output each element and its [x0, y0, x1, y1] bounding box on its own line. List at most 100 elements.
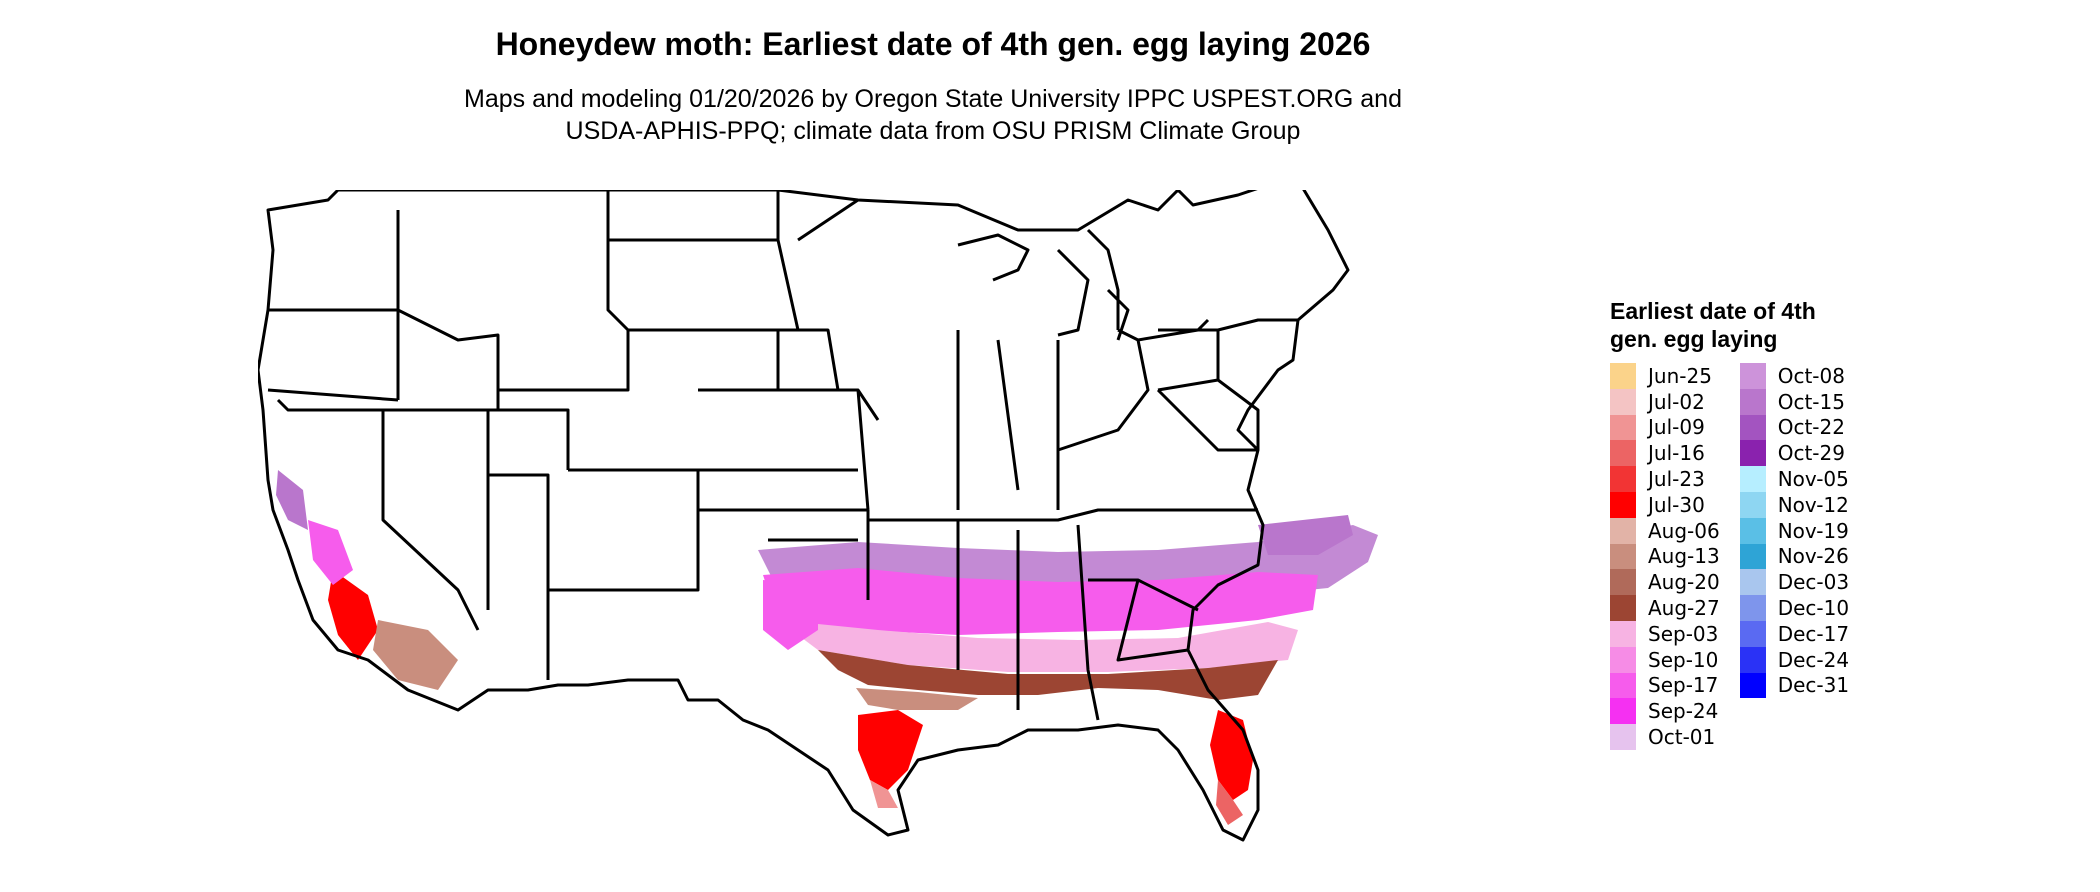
legend-swatch — [1610, 363, 1636, 389]
legend-label: Nov-05 — [1777, 467, 1849, 492]
legend-item: Jul-16 — [1610, 440, 1720, 467]
legend-swatch — [1739, 543, 1766, 570]
legend-label: Oct-01 — [1648, 725, 1716, 750]
legend-swatch — [1610, 724, 1636, 750]
legend-label: Jun-25 — [1648, 363, 1712, 388]
legend-label: Oct-08 — [1777, 363, 1845, 388]
legend-label: Sep-17 — [1648, 673, 1719, 698]
legend-swatch — [1610, 646, 1636, 673]
legend-item: Sep-24 — [1610, 698, 1720, 725]
subtitle-line-2: USDA-APHIS-PPQ; climate data from OSU PR… — [565, 117, 1301, 145]
legend-swatch — [1739, 388, 1766, 415]
legend-item: Jun-25 — [1610, 363, 1720, 389]
legend-item: Jul-23 — [1610, 466, 1720, 492]
zone-light-pink-band — [778, 620, 1298, 672]
legend-swatch — [1739, 466, 1766, 492]
zone-pink-band — [763, 568, 1318, 635]
legend-item: Dec-10 — [1739, 595, 1850, 621]
legend-item: Jul-30 — [1610, 491, 1720, 518]
zone-brown-band — [818, 650, 1278, 700]
legend-item: Dec-03 — [1739, 569, 1849, 596]
legend-label: Aug-20 — [1648, 570, 1720, 595]
state-lines-east — [868, 228, 1298, 721]
map-title: Honeydew moth: Earliest date of 4th gen.… — [495, 26, 1371, 62]
legend-label: Dec-31 — [1777, 673, 1850, 698]
legend-swatch — [1739, 440, 1766, 467]
legend-label: Dec-10 — [1777, 596, 1850, 621]
us-outline — [258, 190, 1350, 842]
legend-label: Oct-15 — [1777, 389, 1845, 414]
legend-swatch — [1610, 569, 1636, 596]
zone-arizona-brown — [373, 620, 458, 690]
legend-swatch — [1610, 491, 1636, 518]
legend-label: Jul-02 — [1648, 389, 1705, 414]
legend-label: Dec-17 — [1777, 621, 1850, 646]
legend-item: Nov-26 — [1739, 543, 1849, 570]
legend-swatch — [1610, 388, 1636, 415]
legend-label: Aug-06 — [1648, 518, 1720, 543]
legend-item: Nov-19 — [1739, 517, 1849, 544]
map-legend: Earliest date of 4th gen. egg laying Jun… — [1610, 297, 1849, 750]
legend-item: Jul-02 — [1610, 388, 1720, 415]
zone-layer — [276, 470, 1378, 825]
legend-item: Dec-17 — [1739, 620, 1850, 647]
legend-swatch — [1739, 646, 1766, 673]
legend-label: Dec-24 — [1777, 647, 1850, 672]
legend-item: Oct-29 — [1739, 440, 1849, 467]
legend-swatch — [1610, 672, 1636, 699]
legend-item: Oct-08 — [1739, 363, 1849, 389]
legend-label: Jul-30 — [1648, 492, 1705, 517]
legend-item: Aug-13 — [1610, 543, 1720, 570]
us-map-svg — [258, 190, 1378, 842]
state-outlines — [258, 190, 1350, 842]
legend-swatch — [1739, 620, 1766, 647]
legend-label: Sep-10 — [1648, 647, 1719, 672]
legend-item: Oct-15 — [1739, 388, 1849, 415]
legend-label: Jul-09 — [1648, 415, 1705, 440]
legend-swatch — [1739, 517, 1766, 544]
legend-swatch — [1739, 491, 1766, 518]
legend-item: Oct-22 — [1739, 414, 1849, 441]
legend-label: Jul-16 — [1648, 441, 1705, 466]
legend-label: Aug-27 — [1648, 596, 1720, 621]
legend-item: Aug-20 — [1610, 569, 1720, 596]
zone-florida-red — [1210, 710, 1253, 800]
legend-title: Earliest date of 4th gen. egg laying — [1610, 298, 1816, 352]
legend-swatch — [1610, 414, 1636, 441]
zone-carolina-fringe — [1258, 515, 1353, 555]
legend-label: Sep-03 — [1648, 621, 1719, 646]
legend-item: Dec-24 — [1739, 646, 1850, 673]
legend-label: Aug-13 — [1648, 544, 1720, 569]
zone-tan-band — [856, 688, 978, 710]
legend-swatch — [1739, 363, 1766, 389]
legend-item: Aug-06 — [1610, 517, 1720, 544]
legend-item: Sep-17 — [1610, 672, 1720, 699]
state-lines-west — [267, 190, 700, 680]
legend-swatch — [1610, 517, 1636, 544]
legend-columns: Jun-25 Jul-02 Jul-09 Jul-16 Jul-23 Jul-30 Aug-… — [1610, 363, 1849, 750]
map-subtitle: Maps and modeling 01/20/2026 by Oregon S… — [260, 83, 1606, 147]
legend-label: Nov-19 — [1777, 518, 1849, 543]
legend-swatch — [1610, 466, 1636, 492]
state-lines-central — [608, 190, 880, 600]
legend-item: Sep-03 — [1610, 620, 1720, 647]
zone-west-texas — [763, 580, 818, 650]
legend-label: Oct-22 — [1777, 415, 1845, 440]
legend-item: Nov-12 — [1739, 491, 1849, 518]
us-map — [258, 190, 1568, 890]
great-lakes — [957, 233, 1210, 342]
legend-label: Oct-29 — [1777, 441, 1845, 466]
legend-item: Sep-10 — [1610, 646, 1720, 673]
legend-label: Jul-23 — [1648, 467, 1705, 492]
legend-swatch — [1610, 543, 1636, 570]
zone-arizona-red — [328, 570, 378, 660]
legend-item: Nov-05 — [1739, 466, 1849, 492]
legend-swatch — [1739, 595, 1766, 621]
legend-item: Dec-31 — [1739, 672, 1850, 699]
legend-label: Sep-24 — [1648, 699, 1719, 724]
legend-label: Nov-12 — [1777, 492, 1849, 517]
legend-column-2: Oct-08 Oct-15 Oct-22 Oct-29 Nov-05 Nov-12 Nov-… — [1739, 363, 1850, 750]
zone-texas-red — [858, 710, 923, 790]
zone-texas-light-red — [870, 780, 898, 808]
zone-california-pink — [308, 520, 353, 585]
